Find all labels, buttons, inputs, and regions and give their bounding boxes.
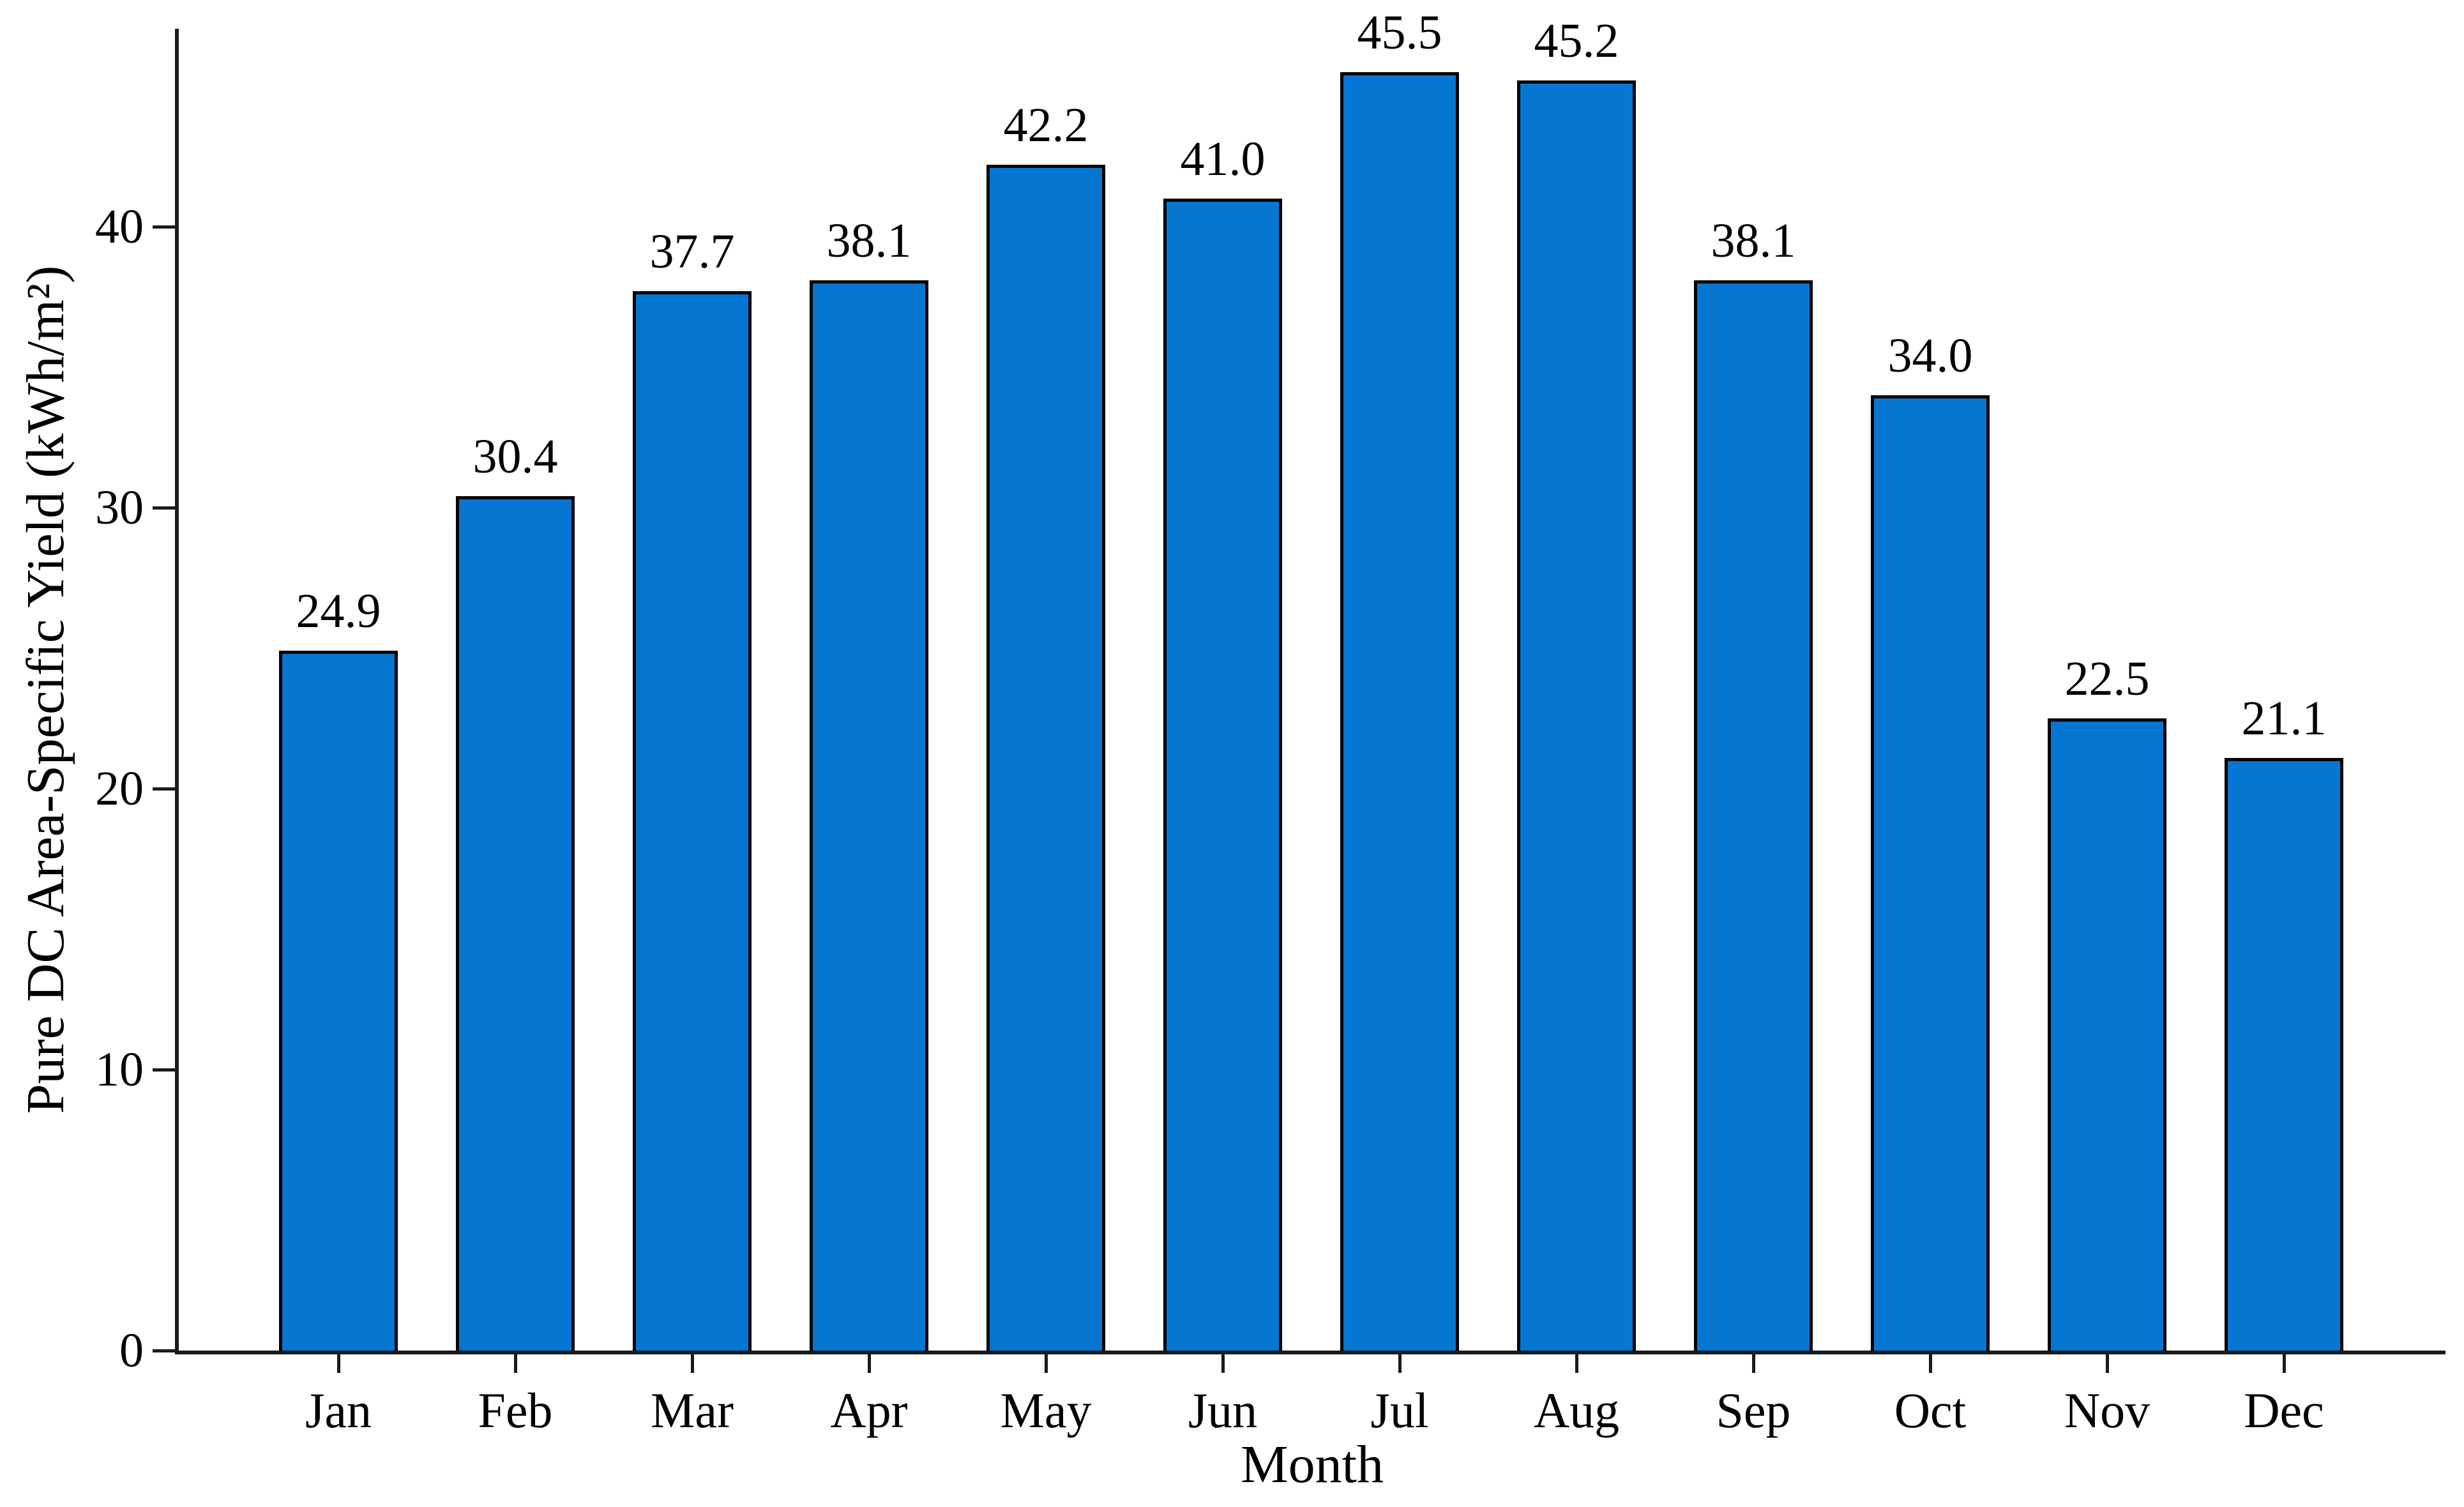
x-tick-label-sep: Sep <box>1716 1382 1791 1438</box>
x-tick-mark-oct <box>1928 1351 1932 1373</box>
bar-value-label-may: 42.2 <box>1003 98 1089 153</box>
x-tick-label-apr: Apr <box>830 1382 908 1438</box>
y-tick-label-0: 0 <box>119 1324 144 1377</box>
bar-value-label-apr: 38.1 <box>826 213 912 268</box>
x-tick-mark-may <box>1044 1351 1048 1373</box>
x-axis-line <box>175 1351 2445 1354</box>
bar-value-label-jul: 45.5 <box>1357 6 1442 59</box>
x-tick-mark-feb <box>513 1351 517 1373</box>
bar-value-label-aug: 45.2 <box>1534 14 1619 68</box>
bar-may <box>986 165 1105 1351</box>
x-tick-mark-jan <box>336 1351 340 1373</box>
x-tick-mark-sep <box>1751 1351 1755 1373</box>
x-tick-mark-apr <box>867 1351 871 1373</box>
x-tick-label-dec: Dec <box>2244 1382 2324 1438</box>
bar-value-label-mar: 37.7 <box>649 225 735 279</box>
y-tick-label-10: 10 <box>95 1043 144 1096</box>
bar-value-label-sep: 38.1 <box>1711 213 1796 268</box>
bar-value-label-oct: 34.0 <box>1887 329 1973 382</box>
plot-area: 0 10 20 30 40 Jan Feb Mar Apr May Jun Jul Aug Sep Oct… <box>95 8 2445 1435</box>
y-tick-label-30: 30 <box>95 481 144 534</box>
y-tick-mark-10 <box>153 1068 175 1072</box>
bar-sep <box>1694 280 1813 1351</box>
x-tick-mark-jul <box>1398 1351 1402 1373</box>
bar-jun <box>1163 199 1282 1351</box>
y-tick-label-40: 40 <box>95 200 144 254</box>
bar-value-label-jan: 24.9 <box>296 584 381 639</box>
bar-aug <box>1517 80 1636 1351</box>
x-tick-label-oct: Oct <box>1894 1382 1967 1438</box>
y-tick-label-20: 20 <box>95 762 144 815</box>
x-axis-title: Month <box>1240 1435 1384 1494</box>
bar-apr <box>810 280 928 1351</box>
x-tick-mark-jun <box>1221 1351 1225 1373</box>
y-tick-mark-30 <box>153 506 175 510</box>
bar-value-label-feb: 30.4 <box>472 430 558 484</box>
x-tick-label-aug: Aug <box>1533 1382 1620 1438</box>
x-tick-label-jun: Jun <box>1188 1382 1258 1438</box>
x-tick-mark-dec <box>2282 1351 2286 1373</box>
bar-oct <box>1871 395 1990 1351</box>
y-tick-mark-20 <box>153 787 175 791</box>
x-tick-mark-nov <box>2105 1351 2109 1373</box>
bar-value-label-jun: 41.0 <box>1180 132 1266 186</box>
y-tick-mark-40 <box>153 225 175 229</box>
bar-feb <box>456 496 575 1351</box>
bar-dec <box>2225 757 2343 1351</box>
x-tick-mark-aug <box>1575 1351 1578 1373</box>
y-tick-mark-0 <box>153 1349 175 1352</box>
x-tick-label-jul: Jul <box>1370 1382 1429 1438</box>
bar-jan <box>279 651 398 1351</box>
x-tick-label-feb: Feb <box>478 1382 553 1438</box>
bar-value-label-dec: 21.1 <box>2241 691 2327 745</box>
x-tick-label-jan: Jan <box>305 1382 372 1438</box>
x-tick-label-may: May <box>1000 1382 1092 1438</box>
bar-jul <box>1340 72 1459 1351</box>
x-tick-label-mar: Mar <box>651 1382 734 1438</box>
bar-mar <box>633 291 752 1351</box>
bar-value-label-nov: 22.5 <box>2064 652 2150 706</box>
x-tick-label-nov: Nov <box>2064 1382 2150 1438</box>
x-tick-mark-mar <box>690 1351 694 1373</box>
bar-nov <box>2048 718 2166 1351</box>
y-axis-line <box>175 29 179 1354</box>
